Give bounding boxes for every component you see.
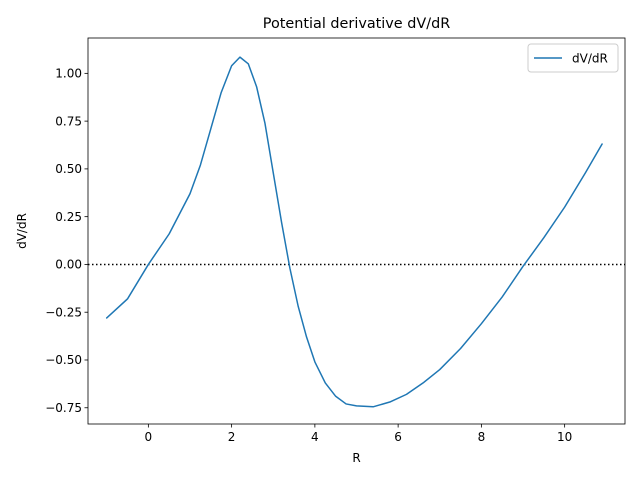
legend-label: dV/dR <box>572 51 608 65</box>
x-axis-label: R <box>352 451 360 465</box>
y-tick-label: 1.00 <box>55 67 82 81</box>
y-tick-label: 0.50 <box>55 162 82 176</box>
x-tick-label: 6 <box>394 430 402 444</box>
x-tick-label: 10 <box>557 430 572 444</box>
y-tick-label: 0.00 <box>55 258 82 272</box>
legend-box <box>527 43 619 73</box>
plot-area: 0 2 4 6 8 10 −0.75 −0.50 −0.25 0.00 0.25 0.50 0.75 1.… <box>45 37 626 444</box>
plot-frame <box>87 37 626 425</box>
x-tick-label: 0 <box>145 430 153 444</box>
y-tick-label: −0.50 <box>45 353 82 367</box>
series-line-0 <box>105 56 603 408</box>
chart-title: Potential derivative dV/dR <box>263 16 450 32</box>
x-tick-label: 2 <box>228 430 236 444</box>
y-tick-label: 0.25 <box>55 210 82 224</box>
y-tick-label: −0.25 <box>45 305 82 319</box>
x-tick-label: 4 <box>311 430 319 444</box>
y-tick-label: −0.75 <box>45 401 82 415</box>
legend: dV/dR <box>527 43 619 73</box>
x-tick-label: 8 <box>478 430 486 444</box>
y-tick-label: 0.75 <box>55 114 82 128</box>
y-axis-label: dV/dR <box>15 213 29 249</box>
